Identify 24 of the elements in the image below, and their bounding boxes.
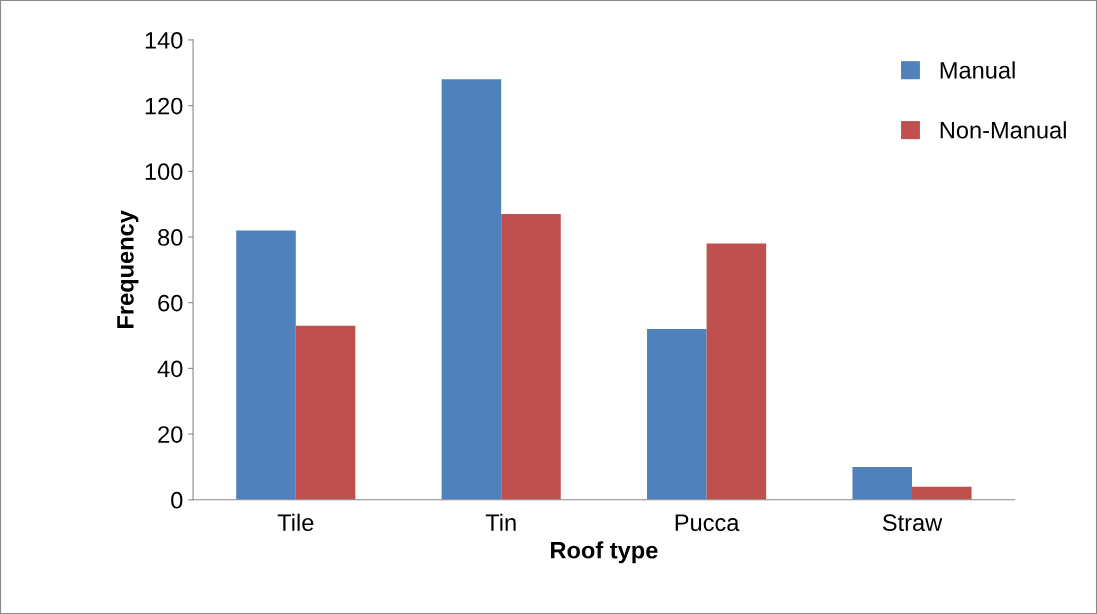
y-tick-label: 80 bbox=[158, 229, 183, 246]
y-tick-label: 100 bbox=[145, 163, 183, 181]
bar bbox=[236, 230, 296, 500]
bar bbox=[706, 243, 767, 500]
legend-label: Manual bbox=[940, 61, 1015, 79]
y-tick-label: 140 bbox=[145, 31, 183, 49]
bar bbox=[501, 214, 561, 500]
x-axis-title: Roof type bbox=[551, 541, 658, 564]
bar bbox=[295, 325, 356, 500]
bar bbox=[441, 79, 502, 500]
x-tick-label: Straw bbox=[882, 514, 943, 532]
x-tick-label: Tile bbox=[277, 513, 314, 532]
x-tick-label: Tin bbox=[485, 513, 516, 531]
y-tick-label: 0 bbox=[171, 491, 183, 509]
y-tick-label: 120 bbox=[145, 97, 183, 115]
x-tick-label: Pucca bbox=[675, 514, 740, 532]
y-tick-label: 60 bbox=[158, 294, 183, 312]
bar bbox=[647, 328, 707, 500]
y-tick-label: 40 bbox=[157, 360, 183, 378]
legend-label: Non-Manual bbox=[940, 121, 1066, 139]
bar bbox=[852, 466, 913, 500]
y-tick-label: 20 bbox=[158, 426, 183, 443]
y-axis-title: Frequency bbox=[117, 210, 139, 328]
bar bbox=[912, 486, 972, 500]
